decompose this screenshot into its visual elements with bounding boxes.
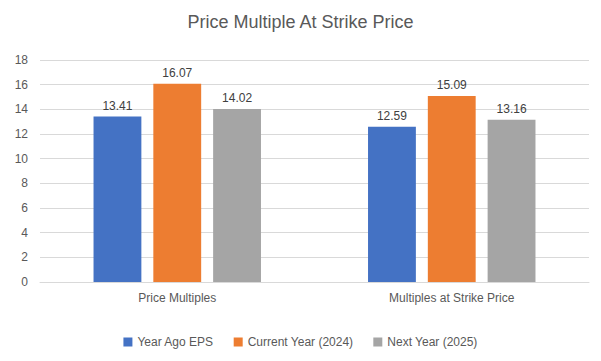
svg-text:14.02: 14.02 bbox=[222, 91, 252, 105]
svg-text:Next Year (2025): Next Year (2025) bbox=[387, 335, 477, 349]
svg-text:12.59: 12.59 bbox=[377, 109, 407, 123]
svg-text:13.16: 13.16 bbox=[497, 102, 527, 116]
svg-text:Current Year (2024): Current Year (2024) bbox=[248, 335, 353, 349]
svg-text:12: 12 bbox=[15, 127, 29, 141]
svg-text:13.41: 13.41 bbox=[102, 99, 132, 113]
svg-text:Price Multiples: Price Multiples bbox=[138, 291, 216, 305]
svg-text:6: 6 bbox=[21, 201, 28, 215]
svg-text:16.07: 16.07 bbox=[162, 66, 192, 80]
svg-text:14: 14 bbox=[15, 102, 29, 116]
svg-text:4: 4 bbox=[21, 226, 28, 240]
svg-text:18: 18 bbox=[15, 53, 29, 67]
svg-text:16: 16 bbox=[15, 78, 29, 92]
svg-text:Year Ago EPS: Year Ago EPS bbox=[137, 335, 213, 349]
svg-text:8: 8 bbox=[21, 176, 28, 190]
svg-text:0: 0 bbox=[21, 275, 28, 289]
svg-text:Multiples at Strike Price: Multiples at Strike Price bbox=[389, 291, 515, 305]
svg-text:Price Multiple At Strike Price: Price Multiple At Strike Price bbox=[187, 12, 413, 32]
svg-text:10: 10 bbox=[15, 152, 29, 166]
svg-text:2: 2 bbox=[21, 250, 28, 264]
svg-text:15.09: 15.09 bbox=[437, 78, 467, 92]
